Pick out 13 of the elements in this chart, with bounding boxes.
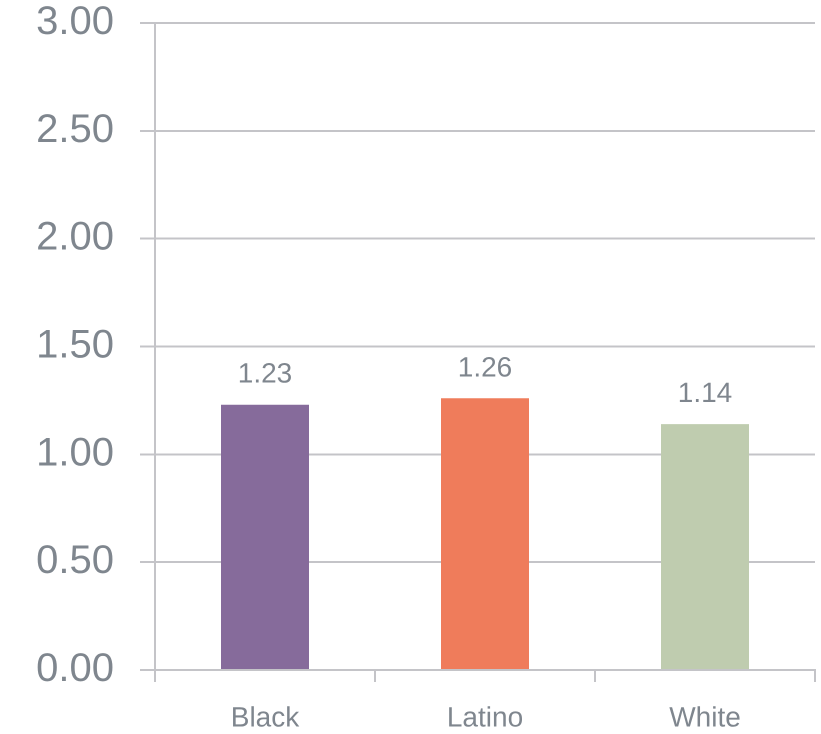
x-tick-label: White: [669, 702, 741, 733]
y-tick-label: 3.00: [36, 0, 114, 44]
y-tick-label: 1.50: [36, 322, 114, 367]
y-tick-label: 1.00: [36, 430, 114, 474]
y-tick-label: 2.50: [36, 106, 114, 151]
y-tick-label: 0.00: [36, 646, 114, 690]
data-label: 1.26: [458, 351, 512, 382]
x-tick-label: Latino: [446, 702, 524, 733]
y-tick-label: 0.50: [36, 538, 114, 582]
data-label: 1.14: [678, 377, 732, 408]
y-tick-label: 2.00: [36, 214, 114, 259]
data-label: 1.23: [238, 358, 292, 389]
x-tick-label: Black: [230, 702, 300, 733]
